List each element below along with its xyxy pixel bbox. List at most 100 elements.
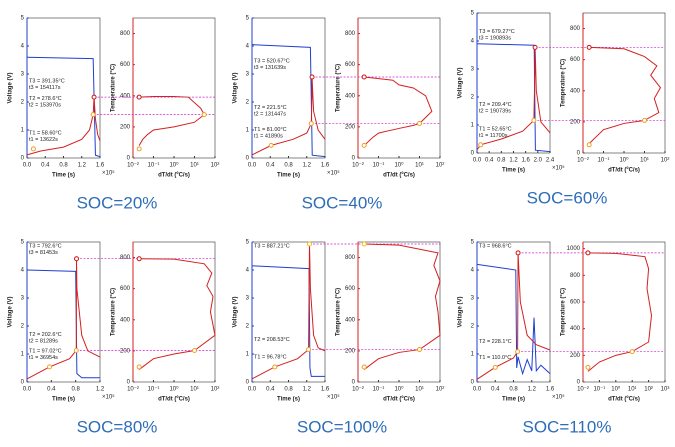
y-tick-label: 4	[246, 268, 250, 274]
y-tick-label: 0	[471, 151, 475, 157]
annotation: T2 = 209.4°C	[479, 102, 512, 108]
x-tick-label: 2.0	[534, 158, 543, 164]
x-tick-label: 0.8	[284, 387, 293, 393]
event-marker	[91, 94, 97, 100]
series-line	[26, 97, 101, 156]
caption: SOC=40%	[302, 193, 383, 212]
y-tick-label: 5	[471, 240, 475, 246]
x-axis-label: Time (s)	[277, 173, 300, 179]
y-tick-label: 3	[21, 296, 25, 302]
x-axis-label: Time (s)	[52, 173, 75, 179]
y2-tick-label: 200	[570, 119, 581, 125]
y2-tick-label: 400	[120, 317, 131, 323]
y2-tick-label: 400	[345, 317, 356, 323]
y2-tick-label: 600	[570, 300, 581, 306]
plot-frame	[251, 241, 326, 383]
plot-frame	[582, 241, 666, 383]
annotation: T2 = 278.6°C	[29, 96, 62, 102]
series-line	[251, 265, 325, 377]
y2-tick-label: 800	[345, 31, 356, 37]
x-tick-label: 0.0	[473, 387, 482, 393]
x-tick-label: 10⁰	[169, 386, 179, 393]
event-marker	[73, 347, 79, 353]
y2-tick-label: 800	[120, 255, 131, 261]
event-marker	[586, 142, 592, 148]
annotation: T1 = 58.60°C	[29, 130, 62, 136]
y2-tick-label: 600	[345, 62, 356, 68]
event-marker	[417, 347, 422, 353]
y2-tick-label: 0	[352, 380, 356, 386]
y-tick-label: 4	[471, 268, 475, 274]
y2-tick-label: 400	[345, 93, 356, 99]
y-tick-label: 4	[21, 44, 25, 50]
x-axis-label: dT/dt (ºC/s)	[608, 397, 640, 403]
event-marker	[361, 364, 367, 370]
y-tick-label: 4	[21, 268, 25, 274]
x-tick-label: 1.6	[321, 387, 330, 393]
x-tick-label: 1.2	[96, 387, 105, 393]
series-line	[476, 263, 551, 376]
annotation: t3 = 81453s	[29, 250, 58, 256]
y2-tick-label: 1000	[567, 246, 581, 252]
y-axis-label: Voltage (V)	[233, 297, 239, 328]
annotation: T1 = 110.0°C	[479, 355, 511, 361]
x-tick-label: 10²	[211, 163, 220, 169]
y-tick-label: 0	[246, 380, 250, 386]
y2-tick-label: 800	[120, 31, 131, 37]
x-axis-label: Time (s)	[277, 397, 300, 403]
x-tick-label: 0.4	[47, 387, 56, 393]
event-marker	[272, 364, 278, 370]
event-marker	[361, 74, 367, 80]
annotation: T1 = 96.78°C	[254, 354, 287, 360]
x-tick-label: 0.4	[485, 158, 494, 164]
event-marker	[478, 142, 484, 148]
y2-tick-label: 0	[127, 156, 131, 162]
rate-line	[587, 252, 652, 372]
annotation: T2 = 221.5°C	[254, 105, 287, 111]
x-tick-label: 10⁻¹	[148, 387, 160, 393]
annotation: T3 = 679.27°C	[479, 29, 515, 35]
event-marker	[136, 364, 142, 370]
x-tick-label: 0.0	[23, 163, 32, 169]
y-tick-label: 5	[21, 16, 25, 22]
y-tick-label: 3	[246, 296, 250, 302]
series-line	[26, 269, 100, 379]
x-tick-label: 10¹	[640, 158, 649, 164]
x-tick-label: 0.8	[497, 158, 506, 164]
event-marker	[136, 94, 142, 100]
annotation: t2 = 131447s	[254, 111, 286, 117]
y-tick-label: 0	[21, 380, 25, 386]
annotation: T3 = 792.6°C	[29, 243, 62, 249]
x-tick-label: 1.2	[528, 387, 537, 393]
event-marker	[308, 121, 314, 127]
x-tick-label: 10¹	[415, 387, 424, 393]
x-multiplier: ×10⁵	[327, 170, 340, 177]
x-tick-label: 1.6	[521, 158, 530, 164]
caption: SOC=110%	[523, 417, 612, 436]
y-axis-label: Voltage (V)	[8, 297, 14, 328]
y2-tick-label: 600	[120, 62, 131, 68]
y-tick-label: 5	[246, 16, 250, 22]
y-tick-label: 0	[246, 156, 250, 162]
y2-tick-label: 200	[345, 348, 356, 354]
series-line	[251, 76, 326, 156]
event-marker	[492, 364, 498, 370]
y-tick-label: 1	[21, 352, 25, 358]
plot-frame	[132, 241, 216, 383]
x-tick-label: 0.8	[284, 163, 293, 169]
x-tick-label: 0.0	[248, 387, 257, 393]
x-tick-label: 10³	[661, 387, 670, 393]
y-tick-label: 1	[471, 123, 475, 129]
x-tick-label: 0.8	[71, 387, 80, 393]
annotation: T3 = 968.6°C	[479, 243, 512, 249]
y-tick-label: 5	[246, 240, 250, 246]
rate-line	[363, 243, 441, 370]
event-marker	[417, 121, 422, 127]
x-tick-label: 1.2	[509, 158, 518, 164]
event-marker	[192, 347, 197, 353]
y-axis-label: Voltage (V)	[233, 73, 239, 104]
x-tick-label: 1.6	[96, 163, 105, 169]
x-tick-label: 10¹	[628, 387, 637, 393]
y-tick-label: 3	[471, 67, 475, 73]
